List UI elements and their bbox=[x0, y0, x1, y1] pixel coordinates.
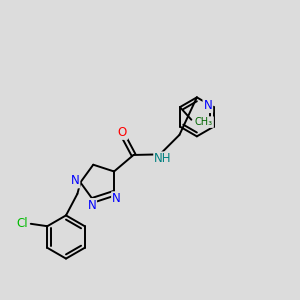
Text: O: O bbox=[118, 126, 127, 139]
Text: N: N bbox=[203, 99, 212, 112]
Text: N: N bbox=[87, 199, 96, 212]
Text: CH₃: CH₃ bbox=[195, 117, 213, 127]
Text: NH: NH bbox=[154, 152, 172, 165]
Text: N: N bbox=[70, 174, 80, 188]
Text: Cl: Cl bbox=[16, 217, 28, 230]
Text: N: N bbox=[112, 192, 121, 205]
